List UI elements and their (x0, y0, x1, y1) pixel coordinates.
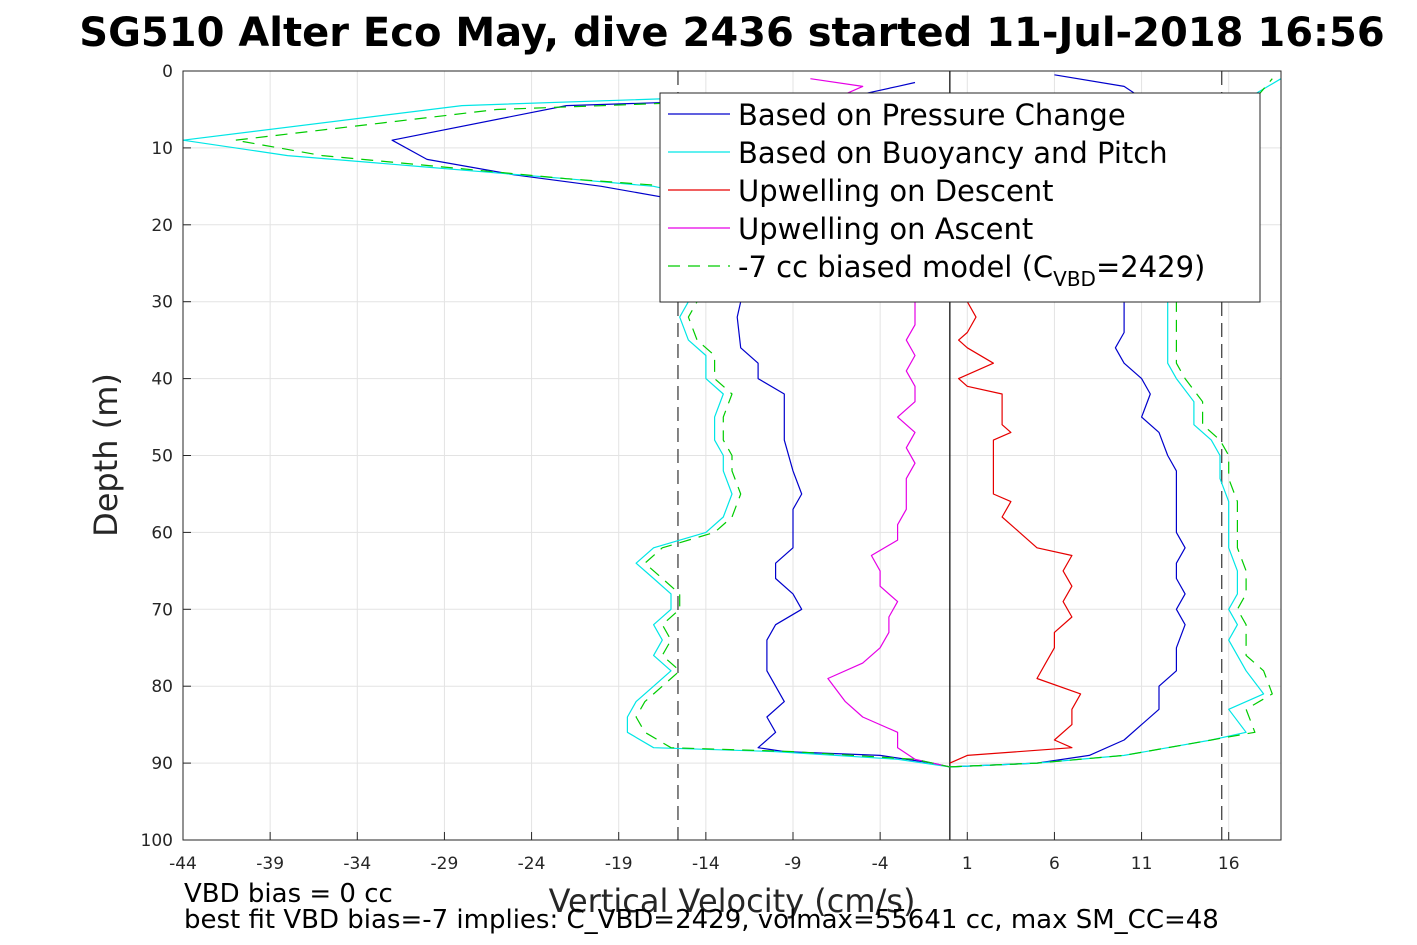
x-tick-label: -34 (343, 854, 371, 874)
legend-box (659, 92, 1261, 303)
x-tick-label: -14 (692, 854, 720, 874)
vbd-bias-note: VBD bias = 0 cc (184, 879, 393, 909)
y-tick-label: 40 (151, 370, 173, 390)
x-tick-label: 1 (962, 854, 973, 874)
y-tick-label: 50 (151, 447, 173, 467)
x-tick-label: -9 (785, 854, 802, 874)
y-tick-label: 80 (151, 677, 173, 697)
y-tick-label: 70 (151, 600, 173, 620)
x-tick-label: 6 (1049, 854, 1060, 874)
x-tick-label: -39 (256, 854, 284, 874)
y-axis-label: Depth (m) (87, 373, 125, 537)
series-line (949, 78, 1282, 768)
y-tick-label: 20 (151, 216, 173, 236)
y-tick-label: 60 (151, 523, 173, 543)
legend-label: Upwelling on Ascent (738, 212, 1033, 246)
x-tick-label: -44 (169, 854, 197, 874)
legend-label: Upwelling on Descent (738, 174, 1054, 208)
x-axis-label: Vertical Velocity (cm/s) (549, 882, 916, 920)
y-tick-label: 10 (151, 139, 173, 159)
y-tick-labels: 0 10 20 30 40 50 60 70 80 90 100 (141, 62, 173, 851)
x-tick-label: -29 (431, 854, 459, 874)
x-tick-label: 11 (1131, 854, 1153, 874)
series-line (810, 78, 951, 768)
series-line (391, 81, 951, 768)
legend-label: Based on Pressure Change (738, 98, 1126, 132)
series-line (949, 78, 1273, 768)
legend-entries: Based on Pressure Change Based on Buoyanc… (668, 98, 1205, 291)
best-fit-note: best fit VBD bias=-7 implies: C_VBD=2429… (184, 905, 1219, 935)
plot-frame (182, 70, 1282, 841)
y-tick-label: 90 (151, 754, 173, 774)
x-tick-label: -4 (872, 854, 889, 874)
x-tick-label: 16 (1218, 854, 1240, 874)
x-tick-label: -19 (605, 854, 633, 874)
y-tick-label: 0 (162, 62, 173, 82)
y-tick-label: 30 (151, 293, 173, 313)
x-tick-labels: -44 -39 -34 -29 -24 -19 -14 -9 -4 1 6 11 16 (169, 854, 1239, 874)
x-tick-label: -24 (518, 854, 546, 874)
legend-label: Based on Buoyancy and Pitch (738, 136, 1168, 170)
chart-title: SG510 Alter Eco May, dive 2436 started 1… (79, 10, 1384, 56)
y-tick-label: 100 (141, 831, 173, 851)
legend: Based on Pressure Change Based on Buoyanc… (659, 92, 1261, 303)
series-line (949, 301, 1082, 764)
